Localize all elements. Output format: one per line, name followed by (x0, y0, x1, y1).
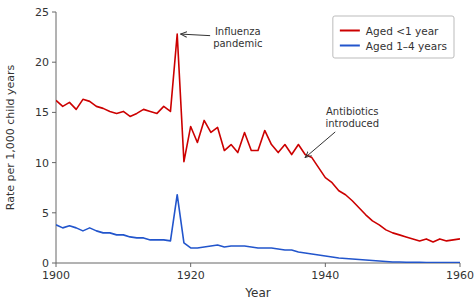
annotation-text: Antibioticsintroduced (325, 106, 379, 129)
annotation-line: Antibiotics (326, 106, 379, 117)
x-tick (56, 263, 57, 267)
y-tick-label: 0 (42, 257, 49, 270)
x-tick-label: 1920 (177, 269, 205, 282)
y-tick (52, 112, 56, 113)
legend-label: Aged <1 year (366, 25, 439, 37)
y-tick (52, 12, 56, 13)
legend-swatch (340, 30, 360, 32)
annotation-line: Influenza (215, 26, 261, 37)
y-tick-label: 15 (35, 106, 49, 119)
x-tick-label: 1960 (446, 269, 474, 282)
annotation-arrow (305, 132, 335, 158)
annotation-line: pandemic (213, 38, 262, 49)
chart: 1900 1920 1940 1960 0 5 10 15 20 25 Year Rate per 1… (0, 0, 474, 303)
y-axis-label: Rate per 1,000 child years (4, 65, 17, 211)
y-tick-label: 25 (35, 6, 49, 19)
series-line (56, 34, 460, 242)
y-tick (52, 62, 56, 63)
y-tick-label: 20 (35, 56, 49, 69)
legend-swatch (340, 45, 360, 47)
y-tick (52, 212, 56, 213)
x-tick-label: 1900 (42, 269, 70, 282)
x-tick (190, 263, 191, 267)
annotation-arrow (181, 34, 211, 36)
legend: Aged <1 year Aged 1–4 years (333, 16, 454, 58)
y-tick-label: 5 (42, 207, 49, 220)
annotation-line: introduced (325, 118, 379, 129)
legend-label: Aged 1–4 years (366, 40, 447, 52)
y-tick (52, 162, 56, 163)
x-axis-label: Year (244, 286, 270, 300)
y-tick (52, 263, 56, 264)
y-tick-label: 10 (35, 157, 49, 170)
annotation-text: Influenzapandemic (213, 26, 262, 49)
x-tick (325, 263, 326, 267)
plot-area (56, 34, 460, 263)
x-tick (460, 263, 461, 267)
x-tick-label: 1940 (311, 269, 339, 282)
series-line (56, 195, 460, 263)
legend-box (333, 16, 454, 58)
